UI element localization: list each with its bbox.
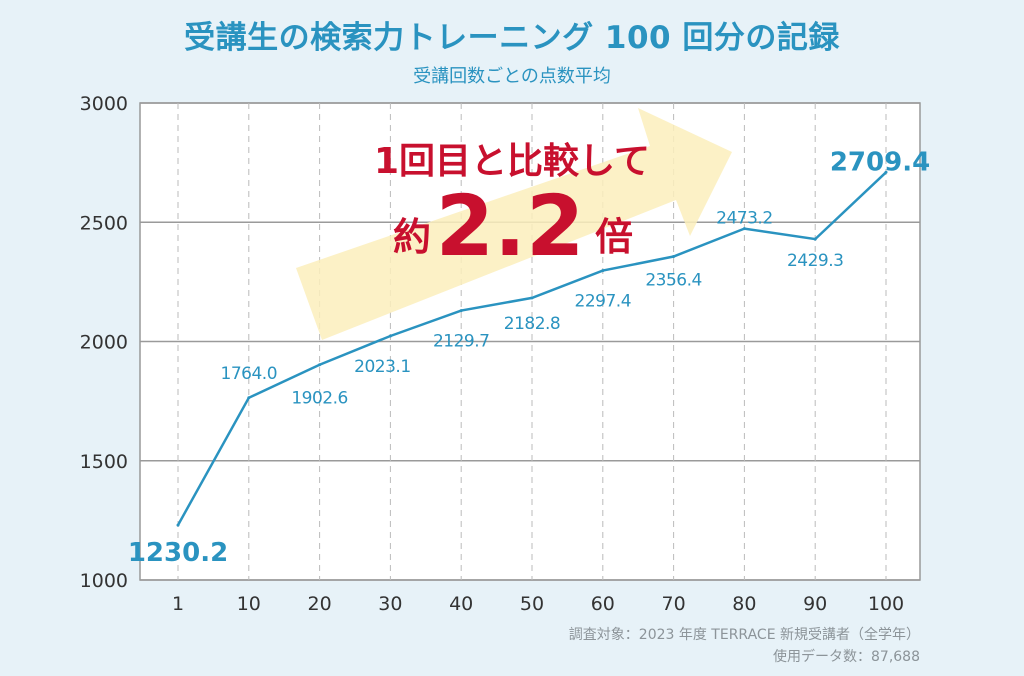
data-label: 1764.0 [221,364,277,384]
x-tick-label: 60 [591,593,615,615]
x-tick-label: 80 [732,593,756,615]
footer-survey: 調査対象：2023 年度 TERRACE 新規受講者（全学年） [568,627,920,643]
data-label: 2182.8 [504,314,560,334]
data-point [672,254,676,258]
data-point [459,309,463,313]
data-label: 2297.4 [575,292,631,312]
data-label: 2709.4 [830,147,930,177]
data-point [813,237,817,241]
data-label: 2129.7 [433,332,489,352]
x-tick-label: 70 [662,593,686,615]
data-label: 2356.4 [645,270,701,290]
trend-arrow [296,108,732,340]
x-tick-label: 90 [803,593,827,615]
x-tick-label: 20 [308,593,332,615]
annotation-line1: 1回目と比較して [374,141,650,182]
annotation-suffix: 倍 [595,215,633,259]
data-label: 2473.2 [716,209,772,229]
footer-count: 使用データ数：87,688 [773,649,920,665]
annotation-prefix: 約 [393,215,431,259]
x-tick-label: 10 [237,593,261,615]
data-label: 1230.2 [128,538,228,568]
data-point [884,170,888,174]
x-tick-label: 40 [449,593,473,615]
x-tick-label: 30 [378,593,402,615]
data-label: 2023.1 [354,357,410,377]
data-point [388,334,392,338]
x-tick-label: 1 [172,593,184,615]
y-tick-label: 3000 [80,93,128,115]
chart-subtitle: 受講回数ごとの点数平均 [413,66,611,87]
data-point [530,296,534,300]
y-tick-label: 2500 [80,212,128,234]
data-label: 2429.3 [787,251,843,271]
y-tick-label: 1500 [80,451,128,473]
y-tick-label: 1000 [80,570,128,592]
data-label: 1902.6 [291,389,347,409]
y-tick-label: 2000 [80,332,128,354]
data-point [247,396,251,400]
x-tick-label: 50 [520,593,544,615]
annotation-value: 2.2 [436,177,585,275]
data-point [176,523,180,527]
data-point [318,363,322,367]
x-tick-label: 100 [868,593,904,615]
data-point [742,227,746,231]
data-point [601,269,605,273]
chart-title: 受講生の検索力トレーニング 100 回分の記録 [184,20,840,56]
